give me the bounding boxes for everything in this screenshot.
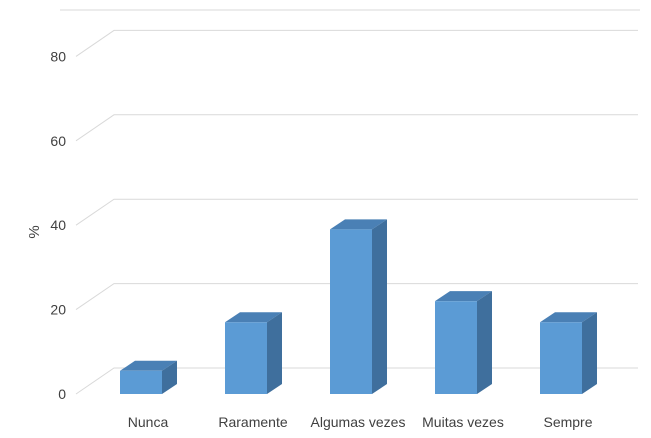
bar-side xyxy=(267,312,282,394)
y-tick-labels: 0 20 40 60 80 xyxy=(50,48,66,402)
category-label: Sempre xyxy=(543,414,592,430)
y-tick-label: 20 xyxy=(50,302,66,318)
y-tick-label: 40 xyxy=(50,217,66,233)
bar-side xyxy=(162,360,177,394)
category-label: Raramente xyxy=(218,414,287,430)
gridline xyxy=(75,198,638,226)
bar-side xyxy=(372,219,387,394)
bar xyxy=(330,219,387,394)
bar-top xyxy=(120,360,177,371)
bar-front xyxy=(435,301,477,394)
bar-top xyxy=(225,312,282,323)
y-axis-label: % xyxy=(26,225,43,238)
bar-top xyxy=(540,312,597,323)
category-label: Muitas vezes xyxy=(422,414,504,430)
gridline xyxy=(75,114,638,142)
bar-front xyxy=(225,322,267,394)
bar-side xyxy=(477,291,492,394)
bar xyxy=(540,312,597,394)
bar-front xyxy=(540,322,582,394)
category-labels: Nunca Raramente Algumas vezes Muitas vezes S… xyxy=(128,414,593,430)
bar xyxy=(435,291,492,394)
bar-side xyxy=(582,312,597,394)
category-label: Nunca xyxy=(128,414,169,430)
bar xyxy=(225,312,282,394)
bar xyxy=(120,360,177,394)
bars xyxy=(120,219,597,394)
bar-top xyxy=(435,291,492,302)
bar-top xyxy=(330,219,387,230)
y-tick-label: 80 xyxy=(50,48,66,64)
gridline xyxy=(75,283,638,311)
category-label: Algumas vezes xyxy=(311,414,406,430)
y-tick-label: 0 xyxy=(58,386,66,402)
bar-front xyxy=(120,370,162,394)
bar-front xyxy=(330,229,372,394)
gridline xyxy=(75,29,638,57)
gridlines xyxy=(75,29,638,395)
y-tick-label: 60 xyxy=(50,133,66,149)
